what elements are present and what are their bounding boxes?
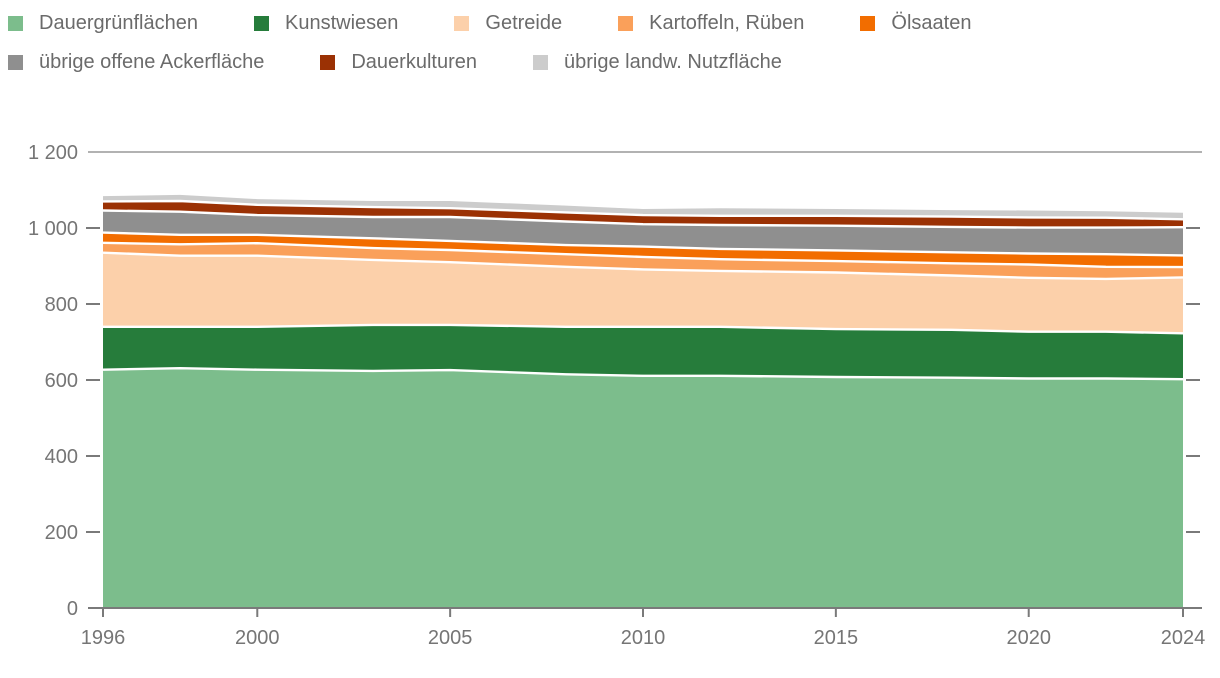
svg-text:600: 600 — [45, 370, 78, 392]
legend-item: übrige offene Ackerfläche — [8, 51, 264, 74]
svg-text:200: 200 — [45, 522, 78, 544]
legend-item-label: übrige landw. Nutzfläche — [563, 51, 782, 73]
legend-item: Dauerkulturen — [320, 51, 477, 74]
legend-swatch-icon — [8, 16, 23, 31]
svg-text:2005: 2005 — [428, 627, 473, 649]
legend-swatch-icon — [320, 55, 336, 70]
svg-text:400: 400 — [45, 446, 78, 468]
svg-text:1 000: 1 000 — [28, 218, 78, 240]
svg-text:2020: 2020 — [1006, 627, 1051, 649]
legend-item: übrige landw. Nutzfläche — [532, 51, 782, 74]
legend-item: Getreide — [454, 12, 562, 35]
legend-item-label: Dauergrünflächen — [39, 12, 198, 34]
svg-text:1996: 1996 — [81, 627, 126, 649]
svg-text:2024: 2024 — [1161, 627, 1206, 649]
legend-item-label: Kunstwiesen — [285, 12, 399, 34]
legend-swatch-icon — [618, 16, 634, 31]
legend-item-label: Getreide — [485, 12, 563, 34]
legend-swatch-icon — [254, 16, 269, 31]
legend-swatch-icon — [8, 55, 23, 70]
legend-item: Kunstwiesen — [254, 12, 398, 35]
svg-text:2010: 2010 — [621, 627, 666, 649]
legend-swatch-icon — [454, 16, 470, 31]
svg-text:0: 0 — [67, 598, 78, 620]
legend-row-2: übrige offene Ackerfläche Dauerkulturen üb… — [8, 51, 1212, 74]
legend-item-label: Ölsaaten — [891, 12, 972, 34]
legend-row-1: Dauergrünflächen Kunstwiesen Getreide Karto… — [8, 12, 1212, 35]
legend-item-label: übrige offene Ackerfläche — [39, 51, 265, 73]
legend-item: Kartoffeln, Rüben — [618, 12, 804, 35]
legend-swatch-icon — [532, 55, 548, 70]
svg-text:2000: 2000 — [235, 627, 280, 649]
chart-legend: Dauergrünflächen Kunstwiesen Getreide Karto… — [8, 12, 1212, 90]
legend-item-label: Dauerkulturen — [351, 51, 477, 73]
legend-item-label: Kartoffeln, Rüben — [649, 12, 805, 34]
legend-item: Ölsaaten — [860, 12, 971, 35]
svg-text:2015: 2015 — [814, 627, 859, 649]
svg-text:1 200: 1 200 — [28, 142, 78, 164]
svg-text:800: 800 — [45, 294, 78, 316]
legend-item: Dauergrünflächen — [8, 12, 198, 35]
legend-swatch-icon — [860, 16, 876, 31]
